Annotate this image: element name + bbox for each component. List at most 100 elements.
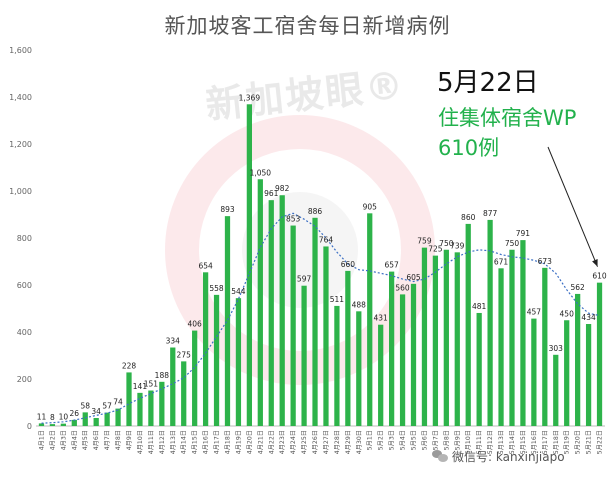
bar bbox=[290, 225, 296, 426]
value-label: 74 bbox=[113, 398, 123, 407]
bar bbox=[148, 390, 154, 426]
bar bbox=[115, 408, 121, 426]
value-label: 1,050 bbox=[250, 168, 272, 177]
value-label: 511 bbox=[330, 295, 345, 304]
bar bbox=[542, 267, 548, 426]
value-label: 488 bbox=[352, 300, 367, 309]
bar bbox=[454, 252, 460, 426]
x-tick-label: 5月17日 bbox=[542, 430, 549, 454]
bar bbox=[367, 213, 373, 426]
x-tick-label: 4月4日 bbox=[71, 430, 78, 450]
value-label: 141 bbox=[133, 382, 148, 391]
value-label: 671 bbox=[494, 257, 509, 266]
bar bbox=[498, 268, 504, 426]
y-tick-label: 1,200 bbox=[9, 140, 32, 149]
bar bbox=[181, 361, 187, 426]
x-tick-label: 5月2日 bbox=[378, 430, 385, 450]
x-tick-label: 5月9日 bbox=[454, 430, 461, 450]
bar bbox=[476, 312, 482, 426]
value-label: 657 bbox=[384, 261, 399, 270]
bar bbox=[213, 294, 220, 426]
bar bbox=[520, 240, 526, 426]
x-tick-label: 4月30日 bbox=[356, 430, 363, 454]
bar bbox=[159, 381, 165, 426]
x-tick-label: 5月16日 bbox=[531, 430, 538, 454]
bar bbox=[312, 217, 318, 426]
value-label: 764 bbox=[319, 235, 334, 244]
x-tick-label: 4月27日 bbox=[323, 430, 330, 454]
x-tick-label: 4月16日 bbox=[203, 430, 210, 454]
y-tick-label: 800 bbox=[17, 234, 32, 243]
bar bbox=[235, 298, 242, 426]
value-label: 406 bbox=[187, 320, 202, 329]
value-label: 961 bbox=[264, 189, 279, 198]
x-tick-label: 4月22日 bbox=[268, 430, 275, 454]
value-label: 1,369 bbox=[239, 93, 261, 102]
value-label: 562 bbox=[570, 283, 585, 292]
bar bbox=[399, 294, 406, 426]
trend-line bbox=[41, 212, 600, 424]
value-label: 303 bbox=[549, 344, 564, 353]
x-tick-label: 5月20日 bbox=[575, 430, 582, 454]
x-tick-label: 5月21日 bbox=[586, 430, 593, 454]
y-tick-label: 1,400 bbox=[9, 93, 32, 102]
bar bbox=[137, 392, 143, 426]
annotation-arrow bbox=[547, 146, 598, 267]
bar bbox=[49, 424, 56, 426]
x-tick-label: 5月10日 bbox=[465, 430, 472, 454]
value-label: 558 bbox=[209, 284, 224, 293]
x-tick-label: 5月11日 bbox=[476, 430, 483, 454]
bar bbox=[421, 247, 428, 426]
value-label: 860 bbox=[461, 213, 476, 222]
x-tick-label: 4月29日 bbox=[345, 430, 352, 454]
x-tick-label: 4月1日 bbox=[38, 430, 45, 450]
value-label: 750 bbox=[505, 239, 520, 248]
value-label: 673 bbox=[538, 257, 553, 266]
chart-title: 新加坡客工宿舍每日新增病例 bbox=[164, 14, 451, 38]
wechat-label: 微信号: kanxinjiapo bbox=[452, 450, 565, 464]
bar bbox=[465, 223, 471, 426]
x-tick-label: 5月4日 bbox=[400, 430, 407, 450]
y-tick-label: 200 bbox=[17, 375, 32, 384]
x-tick-label: 4月19日 bbox=[235, 430, 242, 454]
x-tick-label: 5月22日 bbox=[597, 430, 604, 454]
wechat-icon bbox=[432, 450, 448, 463]
bar bbox=[509, 249, 515, 426]
value-label: 982 bbox=[275, 184, 290, 193]
value-label: 8 bbox=[50, 413, 55, 422]
value-label: 597 bbox=[297, 275, 312, 284]
value-label: 893 bbox=[220, 205, 235, 214]
x-tick-label: 5月7日 bbox=[432, 430, 439, 450]
value-label: 228 bbox=[122, 361, 137, 370]
annotation-line-1: 住集体宿舍WP bbox=[438, 106, 577, 130]
value-label: 560 bbox=[395, 283, 410, 292]
x-tick-label: 4月3日 bbox=[60, 430, 67, 450]
wechat-footer: 微信号: kanxinjiapo bbox=[432, 448, 565, 465]
x-tick-label: 4月6日 bbox=[93, 430, 100, 450]
watermark-ring bbox=[165, 115, 435, 385]
bar bbox=[301, 285, 307, 426]
value-label: 739 bbox=[450, 241, 465, 250]
x-tick-label: 5月12日 bbox=[487, 430, 494, 454]
x-tick-label: 4月9日 bbox=[126, 430, 133, 450]
bar bbox=[575, 293, 581, 426]
bar bbox=[192, 330, 198, 426]
value-label: 151 bbox=[144, 380, 159, 389]
x-tick-label: 4月17日 bbox=[214, 430, 221, 454]
bar bbox=[487, 219, 493, 426]
x-tick-label: 4月15日 bbox=[192, 430, 199, 454]
x-tick-label: 5月18日 bbox=[553, 430, 560, 454]
annotation-date: 5月22日 bbox=[437, 68, 539, 98]
x-tick-label: 4月21日 bbox=[257, 430, 264, 454]
x-tick-label: 5月13日 bbox=[498, 430, 505, 454]
x-tick-label: 5月14日 bbox=[509, 430, 516, 454]
x-tick-label: 4月20日 bbox=[246, 430, 253, 454]
value-label: 10 bbox=[59, 413, 69, 422]
bar bbox=[585, 324, 592, 426]
value-label: 654 bbox=[198, 261, 213, 270]
y-tick-label: 0 bbox=[27, 422, 32, 431]
value-label: 750 bbox=[439, 239, 454, 248]
bar bbox=[71, 419, 77, 426]
value-label: 481 bbox=[472, 302, 487, 311]
